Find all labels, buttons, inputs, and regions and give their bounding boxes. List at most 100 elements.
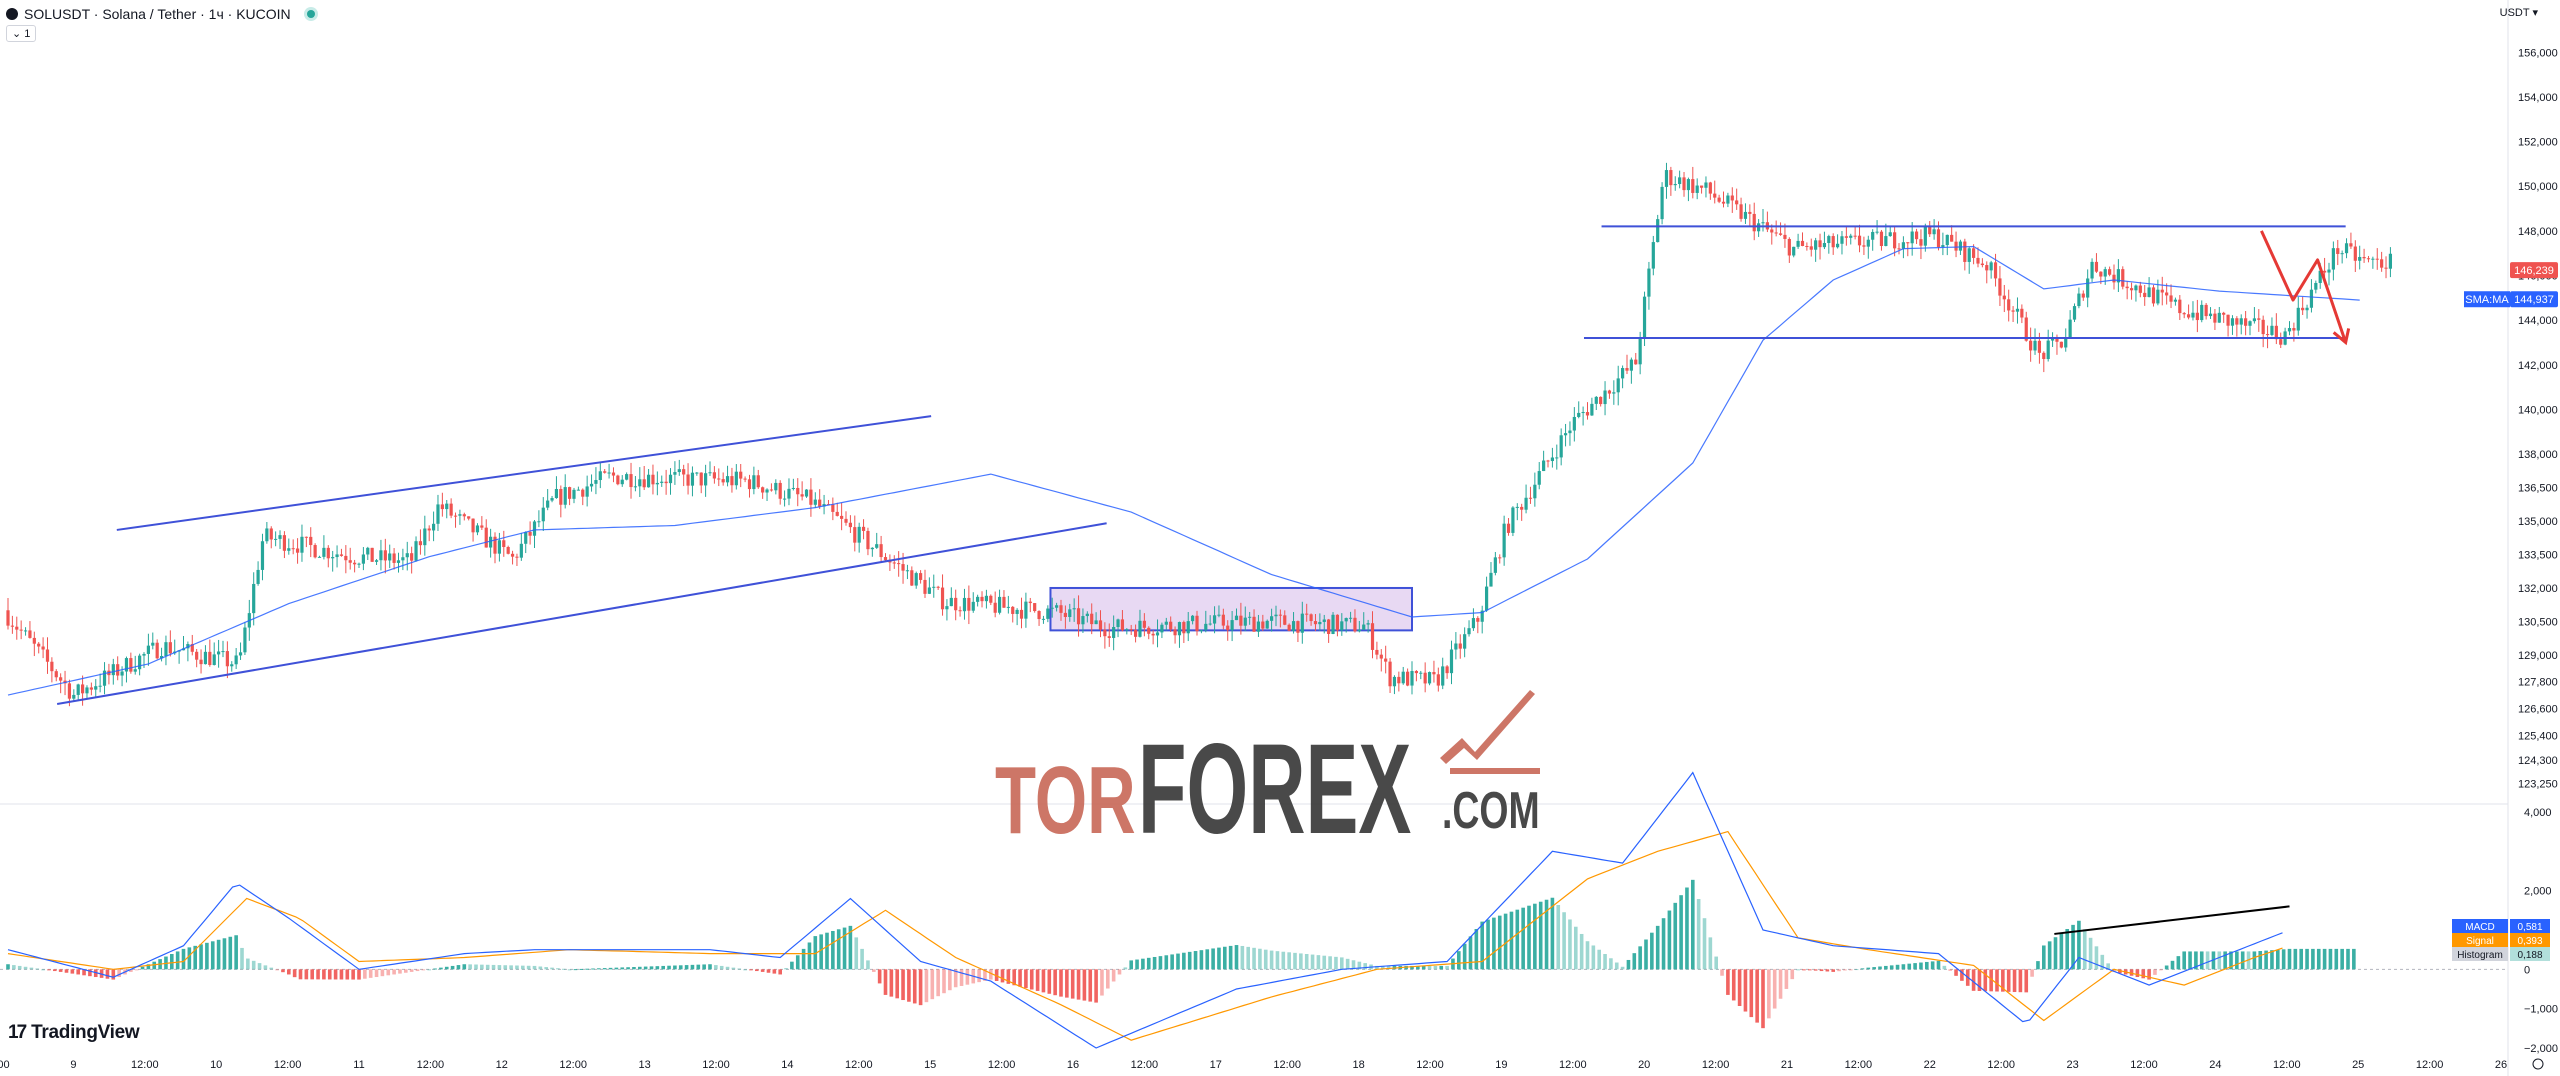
histogram-bar (1088, 969, 1093, 1002)
time-tick-label: 12:00 (1987, 1059, 2015, 1071)
histogram-bar (567, 969, 572, 971)
sma-name-label: SMA:MA (2465, 294, 2509, 306)
candle (265, 522, 269, 544)
market-status-icon[interactable] (306, 10, 315, 18)
collapse-toggle-button[interactable]: ⌄ 1 (6, 25, 37, 42)
symbol-header[interactable]: SOLUSDT · Solana / Tether · 1ч · KUCOIN (6, 6, 315, 22)
histogram-bar (1632, 953, 1637, 970)
candle-body (1849, 235, 1853, 238)
tradingview-logo[interactable]: 17 TradingView (8, 1022, 140, 1044)
candle (1274, 605, 1278, 627)
candle-body (1239, 615, 1243, 626)
candle (875, 532, 879, 549)
time-tick-label: 12:00 (1559, 1059, 1587, 1071)
histogram-bar (1983, 969, 1988, 992)
histogram-bar (912, 969, 917, 1004)
candle (1164, 617, 1168, 631)
histogram-bar (1743, 969, 1748, 1012)
candle-body (563, 487, 567, 505)
candle (2327, 262, 2331, 286)
candle (471, 518, 475, 542)
candle (2046, 329, 2050, 362)
histogram-bar (1357, 961, 1362, 970)
candle (752, 466, 756, 495)
candle-body (2388, 253, 2393, 269)
candle (532, 520, 537, 549)
histogram-bar (2264, 950, 2268, 970)
candle (1629, 357, 1633, 384)
candle (1678, 170, 1682, 189)
candle (1761, 208, 1765, 232)
sma-value-label-bg (2510, 291, 2558, 308)
candle-body (6, 610, 10, 626)
candle-body (875, 544, 879, 548)
candle-body (388, 553, 392, 561)
candle (1682, 172, 1686, 197)
divergence-line (2054, 905, 2290, 935)
candle (89, 682, 93, 696)
histogram-bar (907, 969, 911, 1002)
candle (1011, 605, 1015, 623)
candle (76, 683, 80, 700)
candle (146, 633, 150, 666)
histogram-bar (1808, 969, 1812, 971)
candle (274, 531, 278, 547)
histogram-bar (2176, 956, 2181, 970)
settings-gear-icon[interactable] (2532, 1058, 2544, 1070)
candle-body (1783, 234, 1787, 239)
histogram-bar (2030, 969, 2034, 977)
candle-body (392, 553, 396, 563)
histogram-bar (170, 954, 174, 970)
candle-body (2055, 338, 2059, 342)
histogram-bar (608, 967, 613, 970)
candle (1366, 619, 1370, 633)
candle (1270, 608, 1274, 632)
candle (2336, 239, 2340, 266)
candle-body (129, 658, 133, 672)
candle (1616, 365, 1620, 406)
candle (519, 532, 523, 561)
candle (1651, 235, 1655, 276)
candle (1581, 406, 1585, 426)
candle-body (493, 536, 497, 554)
candle-body (1155, 632, 1160, 636)
candle (2274, 313, 2278, 345)
histogram-bar (2077, 920, 2081, 970)
histogram-bar (2182, 951, 2186, 970)
histogram-bar (1380, 965, 1385, 970)
candle (10, 615, 14, 634)
candle (1980, 258, 1984, 268)
candle (1476, 616, 1480, 634)
histogram-bar (1790, 969, 1795, 980)
candle (1735, 188, 1739, 210)
candle (1265, 619, 1269, 629)
candle-body (1616, 378, 1620, 393)
candle-body (2007, 299, 2011, 311)
candle (879, 535, 883, 563)
candle (668, 468, 673, 495)
histogram-bar (1334, 956, 1338, 970)
candle-body (519, 543, 523, 558)
candle (2265, 325, 2270, 349)
histogram-bar (1907, 963, 1912, 970)
candle (598, 461, 602, 489)
histogram-bar (216, 939, 221, 970)
candle (629, 462, 633, 499)
last-price-label-bg (2510, 262, 2558, 279)
candle-body (1033, 603, 1037, 612)
candle (2204, 303, 2208, 320)
candle (1888, 225, 1892, 237)
currency-selector[interactable]: USDT ▾ (2500, 6, 2538, 19)
candle (256, 561, 260, 586)
candle (1063, 605, 1067, 629)
candle (1515, 503, 1519, 521)
histogram-bar (1872, 967, 1876, 970)
histogram-bar (836, 929, 841, 970)
candle (72, 689, 76, 702)
histogram-bar (1667, 910, 1672, 970)
time-tick-label: 12:00 (1273, 1059, 1301, 1071)
histogram-bar (1205, 949, 1210, 970)
time-tick-label: :00 (0, 1059, 10, 1071)
candle-body (1476, 618, 1480, 622)
